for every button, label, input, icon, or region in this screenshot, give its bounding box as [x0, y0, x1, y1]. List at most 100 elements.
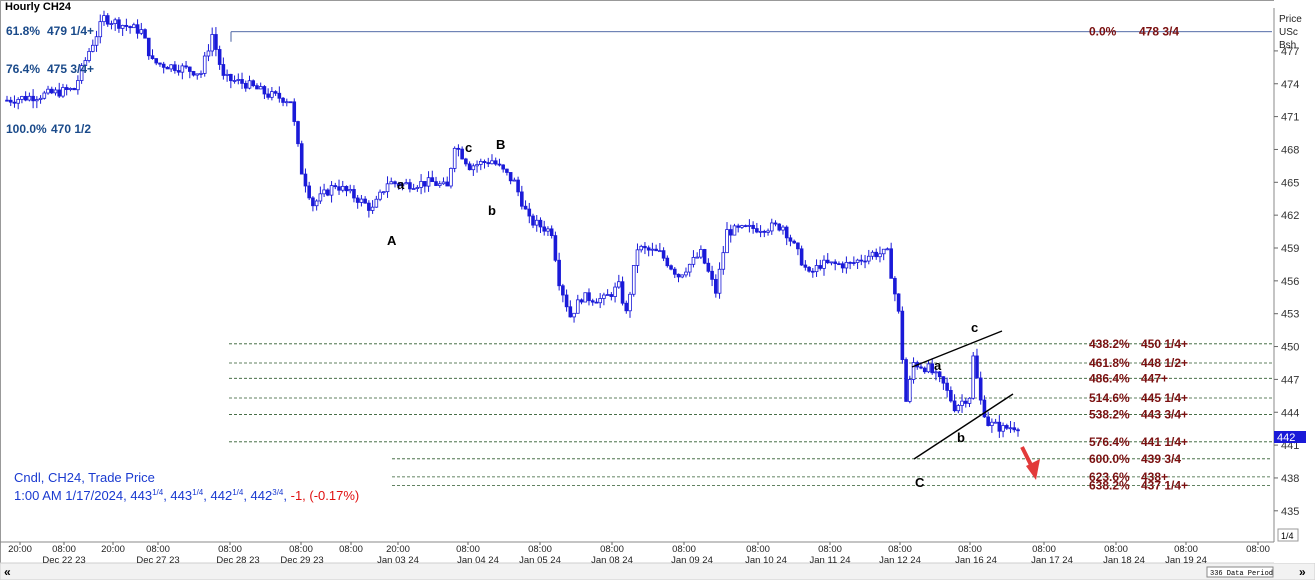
candle-body [684, 271, 688, 276]
candle-body [949, 390, 953, 402]
candle-body [501, 164, 505, 170]
info-line-2: 1:00 AM 1/17/2024, 4431/4, 4431/4, 4421/… [14, 488, 359, 503]
candle-body [57, 89, 62, 97]
candle-body [326, 189, 330, 196]
candle-body [605, 294, 610, 296]
candle-body [482, 161, 487, 163]
forecast-arrow [1020, 446, 1040, 480]
price-units-line-1: Price [1279, 14, 1302, 25]
left-fib-labels: 61.8% 479 1/4+ 76.4% 475 3/4+ 100.0% 470… [6, 24, 94, 136]
candle-body [743, 225, 748, 227]
candle-body [329, 185, 334, 196]
candle-body [16, 99, 20, 104]
candle-body [464, 158, 468, 165]
wave-labels: A a b c B a b c C [387, 137, 978, 490]
scroll-left-button[interactable]: « [4, 565, 11, 579]
info-line-1: Cndl, CH24, Trade Price [14, 470, 155, 485]
candle-body [587, 292, 591, 302]
fib-label-pct: 514.6% [1089, 391, 1130, 405]
candle-body [635, 249, 640, 266]
candle-body [732, 225, 737, 236]
candle-body [874, 251, 879, 258]
left-fib-pct-3: 100.0% [6, 122, 47, 136]
scroll-right-button[interactable]: » [1299, 565, 1306, 579]
price-units: Price USc Bsh [1279, 14, 1302, 51]
y-tick-label: 435 [1281, 506, 1299, 518]
candle-body [852, 262, 856, 264]
candle-body [430, 177, 435, 183]
candle-body [788, 237, 793, 242]
info-sep-3: , [243, 488, 250, 503]
candle-body [139, 29, 144, 34]
candle-body [1016, 429, 1020, 432]
candle-body [736, 225, 741, 228]
candle-body [396, 183, 401, 187]
candle-body [232, 80, 237, 82]
price-axis-panel [1274, 0, 1315, 563]
x-date-label: Jan 05 24 [519, 555, 561, 566]
x-date-label: Jan 03 24 [377, 555, 419, 566]
candle-body [333, 185, 338, 188]
wave-label-c1: c [465, 140, 472, 155]
fib-label-pct: 438.2% [1089, 337, 1130, 351]
chart-bottom-bar [0, 562, 1315, 580]
candle-body [553, 235, 558, 261]
candle-body [717, 268, 722, 294]
candle-body [971, 355, 976, 399]
candle-body [978, 377, 983, 401]
candle-body [702, 249, 707, 264]
candle-body [460, 148, 464, 160]
candle-body [456, 147, 461, 150]
x-date-label: Jan 12 24 [879, 555, 921, 566]
candle-body [255, 85, 259, 90]
candle-body [661, 250, 666, 259]
candle-body [937, 371, 942, 378]
candle-body [467, 163, 472, 171]
zoom-box[interactable] [1277, 528, 1299, 542]
candle-body [109, 23, 114, 25]
candle-body [423, 181, 427, 187]
y-tick-label: 456 [1281, 276, 1299, 288]
wave-label-a2: a [934, 358, 942, 373]
candle-body [777, 223, 782, 231]
candle-body [975, 355, 979, 379]
candle-body [348, 189, 353, 192]
candle-body [1001, 425, 1005, 432]
info-sep-1: , [163, 488, 170, 503]
candlestick-series [5, 10, 1020, 438]
y-tick-label: 447 [1281, 374, 1299, 386]
candle-body [575, 299, 580, 314]
x-time-label: 08:00 [672, 544, 696, 555]
info-date-open: 1:00 AM 1/17/2024, 443 [14, 488, 152, 503]
candle-body [516, 179, 520, 193]
y-axis: 4774744714684654624594564534504474444414… [1274, 46, 1299, 518]
candle-body [714, 278, 718, 294]
candle-body [292, 101, 297, 122]
candle-body [822, 259, 826, 269]
candle-body [206, 50, 211, 57]
candle-body [303, 173, 308, 187]
zoom-control[interactable]: 1/4 [1277, 528, 1299, 542]
candle-body [531, 215, 535, 226]
info-high-frac: 1/4 [192, 488, 204, 497]
candle-body [411, 188, 416, 190]
candle-body [493, 160, 498, 165]
candle-body [318, 193, 323, 202]
candle-body [344, 185, 349, 192]
candle-body [87, 50, 91, 61]
candle-body [934, 371, 938, 374]
candle-body [161, 63, 166, 68]
candle-body [870, 251, 875, 257]
candle-body [262, 86, 267, 95]
candle-body [564, 294, 569, 308]
candle-body [143, 29, 147, 39]
candle-body [243, 82, 248, 89]
candle-body [784, 226, 789, 239]
candle-body [42, 92, 47, 99]
candle-body [896, 293, 901, 312]
candle-body [225, 73, 229, 76]
fib-label-pct: 486.4% [1089, 371, 1130, 385]
candle-body [963, 400, 968, 404]
candle-body [676, 273, 681, 278]
candle-body [549, 228, 554, 237]
